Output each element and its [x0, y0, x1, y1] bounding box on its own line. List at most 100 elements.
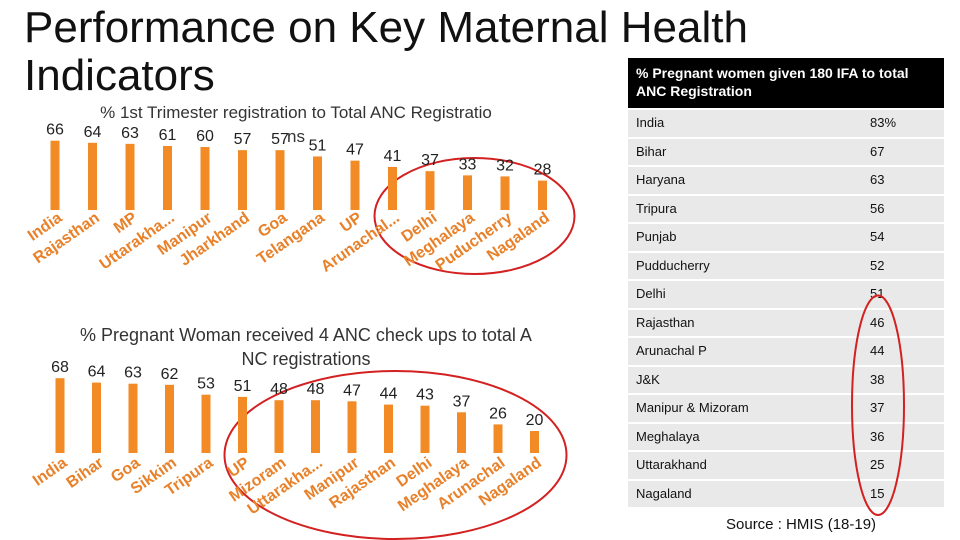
value-label: 44 — [380, 386, 398, 403]
ifa-value: 63 — [870, 172, 885, 187]
ifa-state: Delhi — [636, 286, 666, 301]
value-label: 47 — [343, 382, 361, 399]
ifa-row: Delhi 51 — [628, 281, 944, 308]
ifa-state: Nagaland — [636, 485, 692, 501]
ifa-value: 46 — [870, 314, 885, 330]
ifa-row: J&K 38 — [628, 366, 944, 393]
bar-up — [350, 160, 360, 210]
bar-india — [50, 140, 60, 210]
ifa-state: Uttarakhand — [636, 457, 707, 472]
ifa-row: Pudducherry 52 — [628, 252, 944, 279]
ifa-state: J&K — [636, 371, 660, 387]
ifa-state: Arunachal P — [636, 343, 707, 358]
bar-delhi — [420, 405, 430, 453]
value-label: 64 — [88, 364, 106, 381]
ifa-row: Tripura 56 — [628, 195, 944, 222]
bar-arunachal — [493, 424, 503, 453]
source-note: Source : HMIS (18-19) — [726, 516, 877, 533]
value-label: 51 — [234, 378, 252, 395]
ifa-state: India — [636, 115, 665, 130]
bar-up — [238, 396, 247, 453]
value-label: 60 — [196, 128, 214, 145]
ifa-row: Punjab 54 — [628, 224, 944, 251]
bar-mp — [125, 143, 135, 210]
chart-2-title-line-2: NC registrations — [241, 349, 370, 369]
ifa-table: % Pregnant women given 180 IFA to total … — [628, 58, 944, 516]
ifa-value: 56 — [870, 200, 885, 216]
value-label: 68 — [51, 359, 69, 376]
value-label: 20 — [526, 412, 544, 429]
category-label: Bihar — [64, 454, 107, 491]
ifa-state: Bihar — [636, 143, 667, 159]
ifa-value: 37 — [870, 400, 885, 415]
bar-meghalaya — [463, 175, 472, 210]
value-label: 62 — [161, 366, 179, 383]
value-label: 41 — [384, 148, 402, 165]
value-label: 51 — [309, 137, 327, 154]
chart-2-title-line-1: % Pregnant Woman received 4 ANC check up… — [80, 325, 532, 345]
value-label: 48 — [307, 381, 325, 398]
value-label: 57 — [234, 131, 252, 148]
value-label: 53 — [197, 376, 215, 393]
ifa-state: Meghalaya — [636, 428, 700, 444]
ifa-row: Uttarakhand 25 — [628, 452, 944, 479]
ifa-value: 54 — [870, 229, 885, 244]
slide-title: Performance on Key Maternal Health Indic… — [24, 3, 748, 100]
ifa-row: Nagaland 15 — [628, 480, 944, 507]
bar-uttarakha — [163, 145, 172, 210]
bar-goa — [275, 150, 285, 210]
ifa-row: Bihar 67 — [628, 138, 944, 165]
ifa-value: 52 — [870, 257, 885, 273]
ifa-row: Meghalaya 36 — [628, 423, 944, 450]
ifa-table-body: India 83% Bihar 67 Haryana 63 Tripura 56 Punjab 5… — [628, 110, 944, 507]
ifa-value: 15 — [870, 485, 885, 501]
ifa-value: 25 — [870, 457, 885, 472]
value-label: 63 — [121, 125, 139, 142]
bar-bihar — [92, 382, 101, 453]
bar-tripura — [201, 394, 211, 453]
value-label: 64 — [84, 124, 102, 141]
chart-2-highlight-ellipse — [223, 370, 568, 540]
bar-rajasthan — [88, 142, 97, 210]
ifa-table-header: % Pregnant women given 180 IFA to total … — [628, 58, 944, 108]
value-label: 33 — [459, 156, 477, 173]
value-label: 43 — [416, 387, 434, 404]
value-label: 26 — [489, 405, 507, 422]
bar-telangana — [313, 156, 322, 210]
chart-1-title-line-1: % 1st Trimester registration to Total AN… — [100, 103, 492, 122]
ifa-row: Arunachal P 44 — [628, 338, 944, 365]
value-label: 61 — [159, 127, 177, 144]
bar-mizoram — [274, 400, 284, 453]
ifa-value: 38 — [870, 371, 885, 387]
ifa-value: 44 — [870, 343, 885, 358]
ifa-state: Pudducherry — [636, 257, 710, 273]
value-label: 66 — [46, 122, 64, 139]
chart-1-highlight-ellipse — [373, 157, 576, 275]
bar-rajasthan — [384, 404, 393, 453]
bar-manipur — [347, 401, 357, 453]
ifa-row: Rajasthan 46 — [628, 309, 944, 336]
value-label: 48 — [270, 381, 288, 398]
ifa-value: 51 — [870, 286, 885, 301]
bar-meghalaya — [457, 412, 466, 453]
bar-nagaland — [530, 431, 539, 453]
value-label: 37 — [453, 393, 471, 410]
bar-jharkhand — [238, 150, 247, 210]
bar-sikkim — [165, 384, 174, 453]
value-label: 28 — [534, 162, 552, 179]
value-label: 32 — [496, 157, 514, 174]
first-trimester-chart: % 1st Trimester registration to Total AN… — [25, 103, 576, 276]
ifa-state: Punjab — [636, 229, 677, 244]
ifa-state: Haryana — [636, 172, 686, 187]
ifa-value: 67 — [870, 143, 885, 159]
value-label: 47 — [346, 142, 364, 159]
value-label: 37 — [421, 152, 439, 169]
bar-manipur — [200, 147, 210, 210]
ifa-value: 36 — [870, 428, 885, 444]
four-anc-checkups-chart: % Pregnant Woman received 4 ANC check up… — [30, 325, 568, 540]
ifa-value: 83% — [870, 115, 897, 130]
value-label: 57 — [271, 131, 289, 148]
ifa-state: Manipur & Mizoram — [636, 400, 749, 415]
category-label: India — [30, 454, 70, 489]
ifa-row: India 83% — [628, 110, 944, 137]
